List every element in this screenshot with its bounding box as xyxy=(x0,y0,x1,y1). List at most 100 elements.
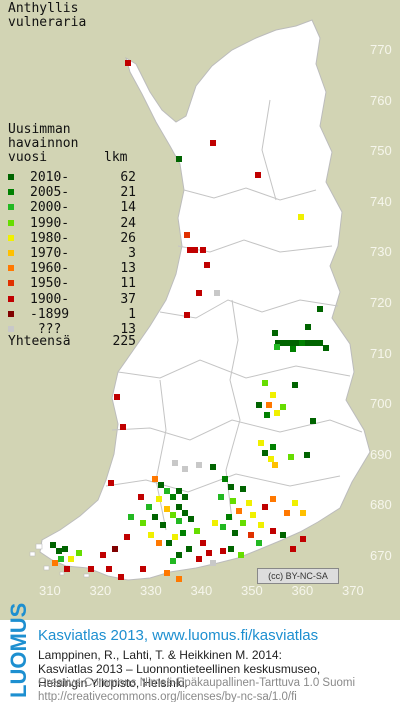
occurrence-square xyxy=(256,540,262,546)
legend-count: 21 xyxy=(120,185,136,201)
finland-outline-svg xyxy=(29,19,371,582)
occurrence-square xyxy=(120,424,126,430)
occurrence-square xyxy=(146,504,152,510)
legend-row: -1899 1 xyxy=(8,307,138,322)
legend-row: 2000- 14 xyxy=(8,200,138,215)
species-name: Anthyllis vulneraria xyxy=(8,2,86,30)
legend-row: ??? 13 xyxy=(8,322,138,337)
x-tick-label: 350 xyxy=(241,583,263,598)
occurrence-square xyxy=(266,402,272,408)
occurrence-square xyxy=(228,484,234,490)
footer-license-name: Creative Commons Nimeä-Epäkaupallinen-Ta… xyxy=(38,677,356,689)
occurrence-square xyxy=(310,418,316,424)
legend-count: 13 xyxy=(120,322,136,337)
occurrence-square xyxy=(194,528,200,534)
occurrence-square xyxy=(172,534,178,540)
occurrence-square xyxy=(290,346,296,352)
occurrence-square xyxy=(184,232,190,238)
occurrence-square xyxy=(58,556,64,562)
occurrence-square xyxy=(270,496,276,502)
occurrence-square xyxy=(182,494,188,500)
x-tick-label: 360 xyxy=(291,583,314,598)
occurrence-square xyxy=(176,552,182,558)
legend-swatch xyxy=(8,174,14,180)
legend-header: Uusimman havainnon vuosi lkm xyxy=(8,123,138,165)
occurrence-square xyxy=(196,556,202,562)
occurrence-square xyxy=(210,560,216,566)
legend-count: 24 xyxy=(120,215,136,231)
occurrence-square xyxy=(156,496,162,502)
legend-header-year: vuosi xyxy=(8,150,48,165)
occurrence-square xyxy=(170,558,176,564)
y-tick-label: 720 xyxy=(370,295,392,310)
occurrence-square xyxy=(232,530,238,536)
occurrence-square xyxy=(114,394,120,400)
occurrence-square xyxy=(275,340,281,346)
logo-text: LUOMUS xyxy=(6,602,31,698)
luomus-logo: LUOMUS xyxy=(6,603,31,700)
legend-year-label: 1960- xyxy=(30,261,70,277)
occurrence-square xyxy=(158,482,164,488)
occurrence-square xyxy=(272,330,278,336)
occurrence-square xyxy=(236,508,242,514)
occurrence-square xyxy=(206,550,212,556)
occurrence-square xyxy=(200,540,206,546)
occurrence-square xyxy=(292,382,298,388)
x-tick-label: 310 xyxy=(39,583,61,598)
y-tick-label: 690 xyxy=(370,446,392,462)
occurrence-square xyxy=(64,566,70,572)
legend-year-label: 1970- xyxy=(30,246,70,261)
occurrence-square xyxy=(228,546,234,552)
legend-year-label: ??? xyxy=(30,322,62,337)
occurrence-square xyxy=(125,60,131,66)
occurrence-square xyxy=(112,546,118,552)
legend-count: 11 xyxy=(120,276,136,292)
legend-count: 13 xyxy=(120,261,136,277)
occurrence-square xyxy=(170,494,176,500)
occurrence-square xyxy=(62,546,68,552)
occurrence-square xyxy=(305,340,311,346)
x-tick-label: 340 xyxy=(190,583,213,598)
occurrence-square xyxy=(240,520,246,526)
occurrence-square xyxy=(138,494,144,500)
occurrence-square xyxy=(305,324,311,330)
footer-license-url: http://creativecommons.org/licenses/by-n… xyxy=(38,691,297,702)
occurrence-square xyxy=(210,464,216,470)
occurrence-square xyxy=(262,450,268,456)
occurrence-square xyxy=(124,534,130,540)
occurrence-square xyxy=(270,528,276,534)
y-tick-label: 770 xyxy=(370,42,392,57)
x-tick-label: 330 xyxy=(140,583,162,598)
occurrence-square xyxy=(300,536,306,542)
legend-total-count: 225 xyxy=(112,334,136,349)
occurrence-square xyxy=(284,510,290,516)
legend-year-label: 2010- xyxy=(30,170,70,185)
legend-row: 1980- 26 xyxy=(8,231,138,246)
occurrence-square xyxy=(204,262,210,268)
distribution-map: Anthyllis vulneraria Uusimman havainnon v… xyxy=(0,0,400,620)
occurrence-square xyxy=(280,532,286,538)
occurrence-square xyxy=(210,140,216,146)
legend-year-label: -1899 xyxy=(30,306,70,322)
occurrence-square xyxy=(176,156,182,162)
occurrence-square xyxy=(274,410,280,416)
occurrence-square xyxy=(258,440,264,446)
occurrence-square xyxy=(100,552,106,558)
occurrence-square xyxy=(255,172,261,178)
occurrence-square xyxy=(164,506,170,512)
occurrence-square xyxy=(176,488,182,494)
occurrence-square xyxy=(270,444,276,450)
occurrence-square xyxy=(196,462,202,468)
occurrence-square xyxy=(52,560,58,566)
occurrence-square xyxy=(240,486,246,492)
occurrence-square xyxy=(152,476,158,482)
legend-swatch xyxy=(8,219,14,226)
legend-count: 14 xyxy=(120,200,136,216)
legend-header-count: lkm xyxy=(104,150,128,165)
legend-swatch xyxy=(8,234,14,241)
occurrence-square xyxy=(200,247,206,253)
occurrence-square xyxy=(264,412,270,418)
occurrence-square xyxy=(281,340,287,346)
occurrence-square xyxy=(160,522,166,528)
